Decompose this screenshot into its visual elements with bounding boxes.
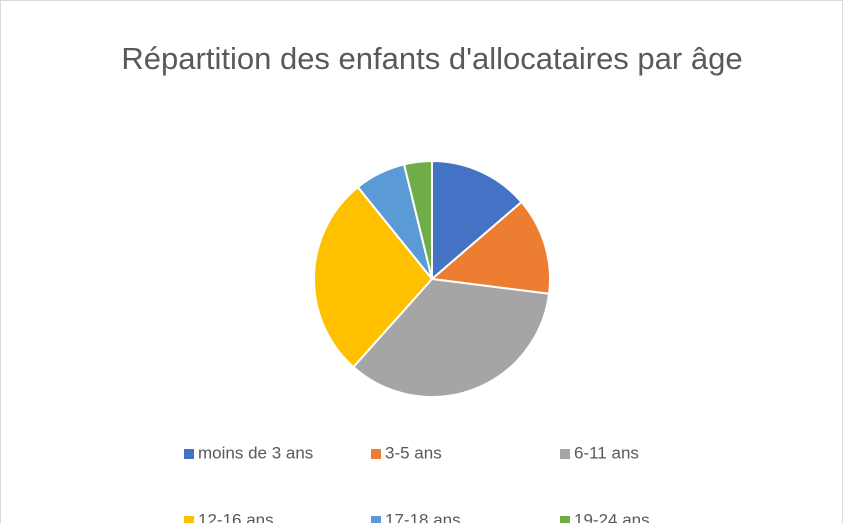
- legend-swatch: [371, 516, 381, 523]
- pie-slice: [431, 159, 523, 282]
- legend-label: 17-18 ans: [385, 510, 461, 523]
- legend-swatch: [184, 516, 194, 523]
- legend-swatch: [371, 449, 381, 459]
- pie-slice: [402, 159, 433, 280]
- legend-label: 3-5 ans: [385, 443, 442, 462]
- pie-slice: [313, 185, 434, 369]
- legend-label: 12-16 ans: [198, 510, 274, 523]
- legend-swatch: [184, 449, 194, 459]
- chart-title: Répartition des enfants d'allocataires p…: [121, 41, 743, 76]
- legend-label: 19-24 ans: [574, 510, 650, 523]
- legend-swatch: [560, 449, 570, 459]
- legend-label: moins de 3 ans: [198, 443, 313, 462]
- legend-label: 6-11 ans: [574, 443, 639, 462]
- legend-swatch: [560, 516, 570, 523]
- pie-slice: [429, 200, 551, 295]
- pie-slice: [351, 277, 551, 398]
